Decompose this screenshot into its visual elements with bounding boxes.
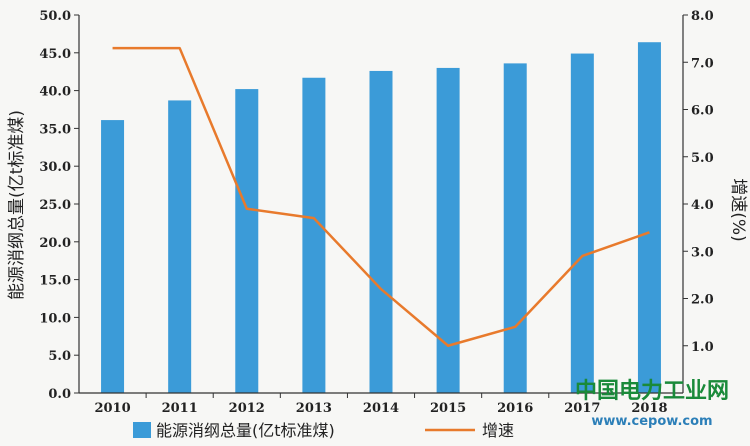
watermark-url: www.cepow.com <box>591 414 712 429</box>
legend-line-label: 增速 <box>482 421 514 440</box>
y-tick-label: 40.0 <box>39 85 71 100</box>
axes-group <box>74 14 688 398</box>
y-tick-label: 15.0 <box>39 274 71 289</box>
bar-2010 <box>101 120 125 394</box>
x-tick-label: 2017 <box>564 401 600 416</box>
bars-group <box>101 42 661 394</box>
y-tick-labels: 0.0 5.0 10.0 15.0 20.0 25.0 30.0 35.0 40.0 45.0 50… <box>39 9 71 402</box>
y-tick-label: 25.0 <box>39 198 71 213</box>
x-tick-label: 2014 <box>363 401 399 416</box>
growth-line <box>112 46 650 347</box>
y2-tick-label: 3.0 <box>691 245 714 260</box>
x-tick-label: 2010 <box>94 401 130 416</box>
x-tick-labels: 2010 2011 2012 2013 2014 2015 2016 2017 2018 <box>94 401 667 416</box>
watermark-text: 中国电力工业网 <box>575 379 729 404</box>
y-tick-label: 30.0 <box>39 160 71 175</box>
bar-2013 <box>302 77 326 394</box>
legend-bar-label: 能源消纲总量(亿t标准煤) <box>156 421 335 440</box>
y2-tick-label: 5.0 <box>691 151 714 166</box>
x-tick-label: 2018 <box>631 401 667 416</box>
bar-2015 <box>436 67 460 394</box>
bar-2016 <box>503 63 527 393</box>
y2-tick-label: 1.0 <box>691 340 714 355</box>
x-tick-label: 2011 <box>162 401 198 416</box>
x-tick-label: 2016 <box>497 401 533 416</box>
y2-tick-label: 6.0 <box>691 104 714 119</box>
legend-bar-swatch <box>133 422 151 438</box>
x-tick-label: 2013 <box>296 401 332 416</box>
y2-tick-label: 7.0 <box>691 56 714 71</box>
legend: 能源消纲总量(亿t标准煤) 增速 <box>133 421 514 440</box>
y-tick-label: 10.0 <box>39 311 71 326</box>
y-tick-label: 35.0 <box>39 122 71 137</box>
bar-2018 <box>637 42 661 393</box>
bar-2017 <box>570 53 594 393</box>
y2-tick-label: 8.0 <box>691 9 714 24</box>
growth-line-group <box>112 46 650 347</box>
x-tick-label: 2012 <box>229 401 265 416</box>
bar-2011 <box>168 100 192 393</box>
bar-2014 <box>369 70 393 393</box>
y-tick-label: 50.0 <box>39 9 71 24</box>
x-tick-label: 2015 <box>430 401 466 416</box>
y2-tick-label: 4.0 <box>691 198 714 213</box>
y-tick-label: 0.0 <box>48 387 71 402</box>
y2-tick-labels: 1.0 2.0 3.0 4.0 5.0 6.0 7.0 8.0 <box>691 9 714 355</box>
bar-2012 <box>235 89 259 393</box>
y2-tick-label: 2.0 <box>691 293 714 308</box>
y2-axis-title: 增速(%) <box>728 178 748 241</box>
watermark: 中国电力工业网 www.cepow.com <box>575 379 729 429</box>
y-tick-label: 20.0 <box>39 236 71 251</box>
y-tick-label: 45.0 <box>39 47 71 62</box>
y-tick-label: 5.0 <box>48 349 71 364</box>
y-axis-title: 能源消纲总量(亿t标准煤) <box>7 110 27 300</box>
